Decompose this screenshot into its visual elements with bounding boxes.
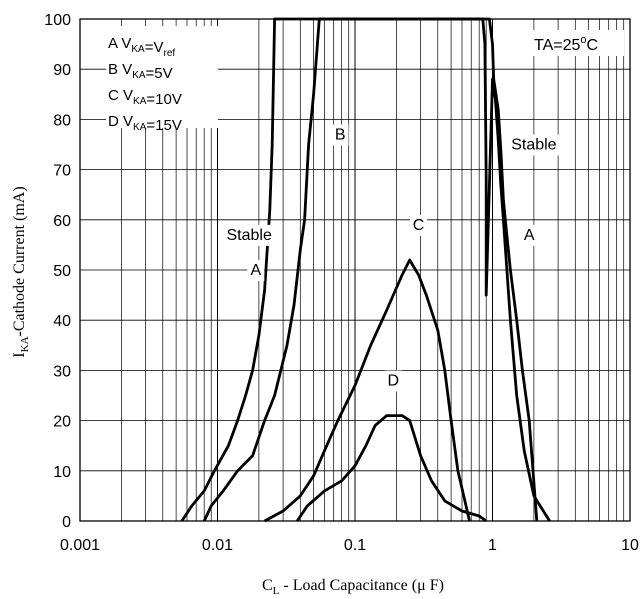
x-tick-label: 0.1 <box>344 537 366 554</box>
annotation-label: D <box>388 372 400 389</box>
plot-frame <box>79 18 631 522</box>
x-tick-label: 10 <box>621 537 639 554</box>
annotation-bg <box>384 370 402 392</box>
y-tick-label: 10 <box>53 464 71 481</box>
annotation-bg <box>502 134 565 156</box>
y-tick-label: 40 <box>53 313 71 330</box>
x-tick-label: 1 <box>488 537 497 554</box>
curve-d <box>296 414 488 523</box>
legend-entry-a: A VKA=Vref <box>108 35 175 59</box>
y-tick-label: 20 <box>53 414 71 431</box>
annotation-label: B <box>335 126 346 143</box>
curve-b <box>202 17 539 522</box>
legend-entry-d: D VKA=15V <box>108 113 182 134</box>
annotation-bg <box>410 214 428 236</box>
y-tick-label: 80 <box>53 112 71 129</box>
annotation-bg <box>247 260 265 282</box>
y-tick-label: 50 <box>53 263 71 280</box>
x-tick-label: 0.01 <box>202 537 233 554</box>
y-tick-label: 100 <box>44 12 71 29</box>
x-tick-label: 0.001 <box>60 537 100 554</box>
annotation-label: Stable <box>511 137 556 154</box>
curve-c <box>263 258 471 523</box>
x-tick-labels: 0.001 0.01 0.1 1 10 <box>60 537 639 554</box>
annotation-label: C <box>413 217 425 234</box>
y-tick-label: 70 <box>53 163 71 180</box>
condition-label: TA=25oC <box>528 30 624 56</box>
legend-box: A VKA=Vref B VKA=5V C VKA=10V D VKA=15V <box>106 26 218 134</box>
y-tick-label: 90 <box>53 62 71 79</box>
annotation-bg <box>218 224 281 246</box>
annotation-bg <box>331 124 349 146</box>
condition-unit: C <box>587 37 599 54</box>
condition-superscript: o <box>580 34 586 46</box>
y-tick-label: 30 <box>53 363 71 380</box>
y-tick-label: 60 <box>53 213 71 230</box>
annotation-label: Stable <box>226 227 271 244</box>
annotation-label: A <box>524 227 535 244</box>
svg-text:TA=25oC: TA=25oC <box>534 34 598 54</box>
legend-entry-c: C VKA=10V <box>108 87 182 108</box>
y-tick-labels: 0 10 20 30 40 50 60 70 80 90 100 <box>44 12 71 531</box>
condition-text: TA=25 <box>534 37 581 54</box>
annotation-bg <box>520 224 538 246</box>
y-axis-label: IKA-Cathode Current (mA) <box>11 186 31 357</box>
y-tick-label: 0 <box>62 514 71 531</box>
x-axis-label: CL - Load Capacitance (μ F) <box>262 577 444 597</box>
annotation-label: A <box>250 262 261 279</box>
annotations: Stable A B C D Stable A <box>218 124 565 392</box>
legend-entry-b: B VKA=5V <box>108 61 173 82</box>
